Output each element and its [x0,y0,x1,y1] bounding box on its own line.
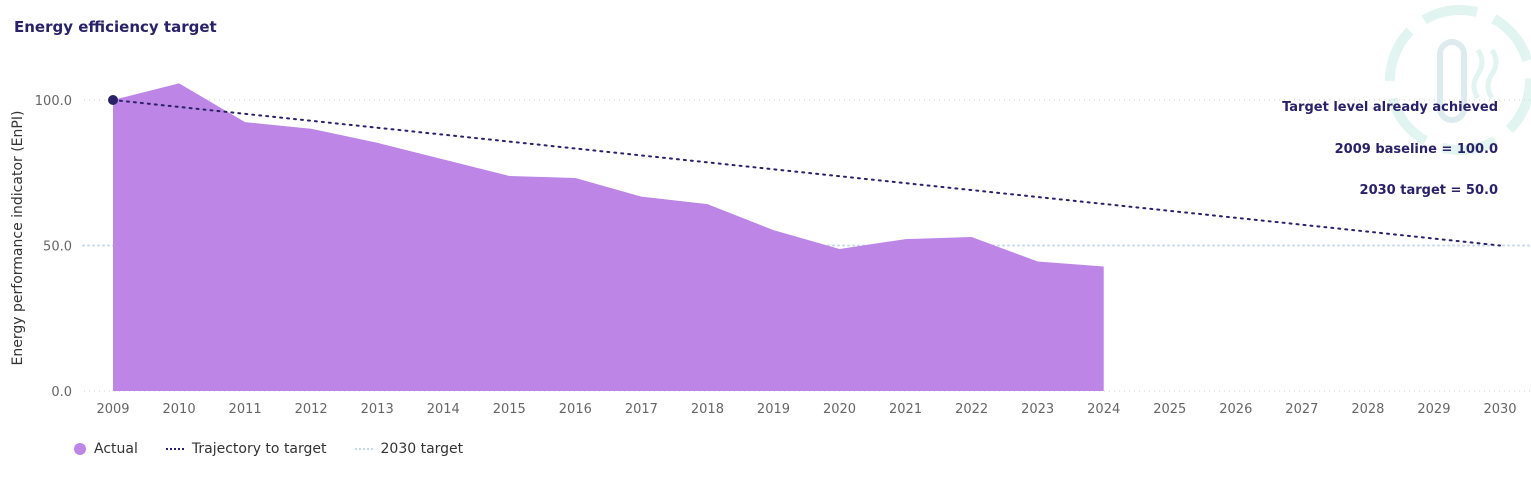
actual-point [904,237,908,241]
legend-item[interactable]: Actual [74,441,138,457]
x-tick-label: 2020 [823,402,856,417]
x-tick-label: 2026 [1219,402,1252,417]
annotation-text: Target level already achieved [1282,100,1498,115]
actual-point [177,81,181,85]
x-tick-label: 2011 [229,402,262,417]
x-tick-label: 2018 [691,402,724,417]
y-tick-label: 100.0 [35,94,72,109]
x-tick-label: 2010 [163,402,196,417]
x-tick-label: 2021 [889,402,922,417]
x-tick-label: 2009 [96,402,129,417]
actual-point [441,157,445,161]
actual-area [113,83,1104,392]
x-tick-label: 2023 [1021,402,1054,417]
x-tick-label: 2013 [361,402,394,417]
chart-title: Energy efficiency target [14,18,217,36]
actual-point [1036,260,1040,264]
trajectory-line [112,99,1501,247]
legend-line-icon [165,448,184,450]
legend-label: Actual [94,441,138,457]
x-tick-label: 2024 [1087,402,1120,417]
actual-point [309,127,313,131]
x-tick-label: 2014 [427,402,460,417]
legend-item[interactable]: 2030 target [354,441,464,457]
watermark-logo-icon [1385,5,1531,155]
legend-dot-icon [74,443,86,455]
x-tick-label: 2022 [955,402,988,417]
legend-line-icon [354,448,373,450]
actual-point [507,174,511,178]
y-axis-label: Energy performance indicator (EnPI) [10,111,26,366]
actual-point [243,120,247,124]
x-tick-label: 2017 [625,402,658,417]
y-tick-label: 0.0 [51,385,72,400]
actual-point [573,176,577,180]
actual-point [838,247,842,251]
x-tick-label: 2012 [295,402,328,417]
x-tick-label: 2029 [1417,402,1450,417]
x-tick-label: 2019 [757,402,790,417]
actual-point [970,235,974,239]
x-tick-label: 2015 [493,402,526,417]
x-tick-label: 2016 [559,402,592,417]
annotation-text: 2009 baseline = 100.0 [1335,142,1498,157]
actual-point [771,228,775,232]
x-tick-label: 2025 [1153,402,1186,417]
actual-point [705,202,709,206]
x-tick-label: 2030 [1483,402,1516,417]
actual-point [639,195,643,199]
x-tick-label: 2028 [1351,402,1384,417]
actual-point [1102,264,1106,268]
baseline-marker [108,95,118,105]
legend-label: 2030 target [380,441,464,457]
annotation-text: 2030 target = 50.0 [1360,183,1498,198]
legend-item[interactable]: Trajectory to target [165,441,327,457]
chart-legend: Actual Trajectory to target 2030 target [74,441,491,457]
y-tick-label: 50.0 [43,240,72,255]
actual-point [375,141,379,145]
x-tick-label: 2027 [1285,402,1318,417]
legend-label: Trajectory to target [191,441,327,457]
